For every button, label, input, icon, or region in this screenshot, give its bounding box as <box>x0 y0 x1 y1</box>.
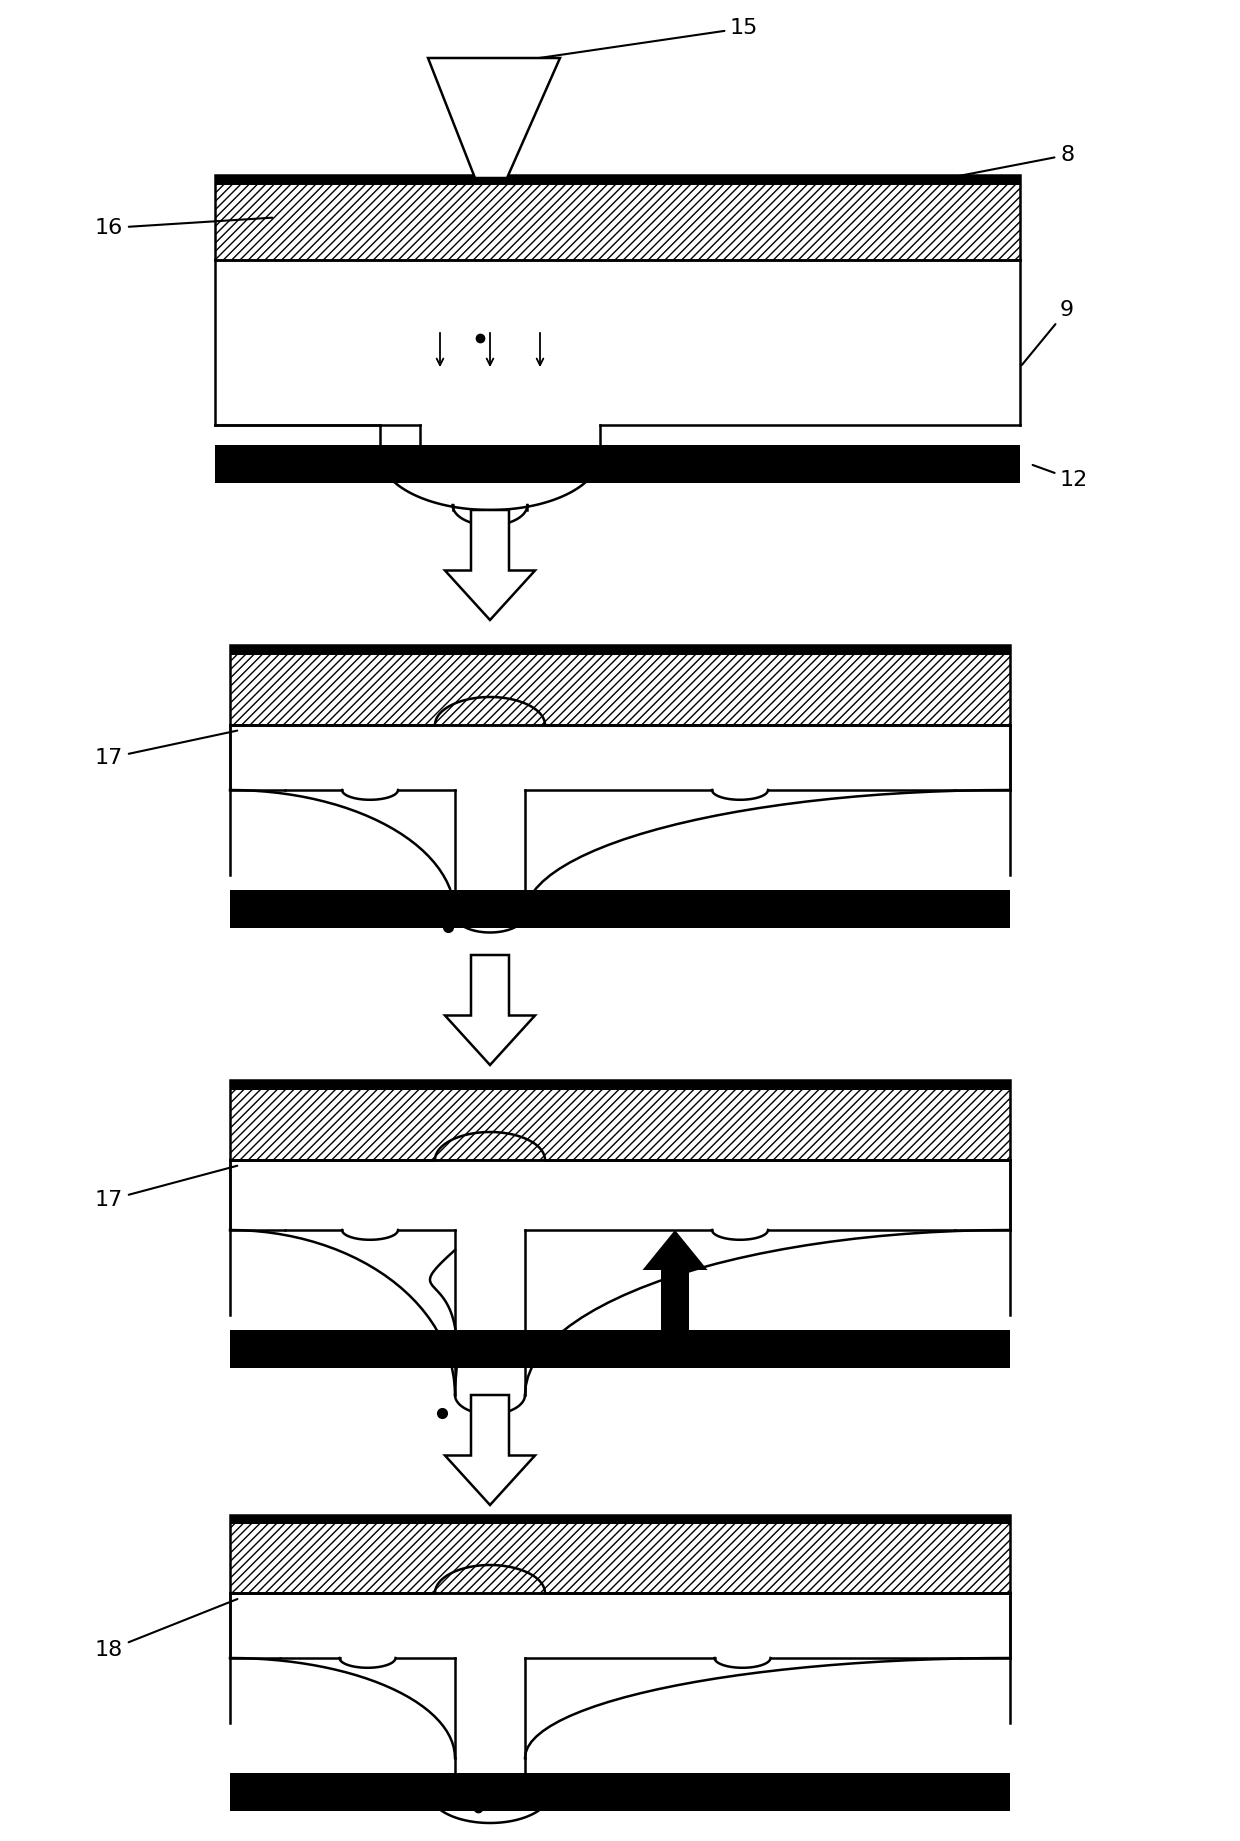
Text: 9: 9 <box>1022 300 1074 365</box>
Polygon shape <box>445 1395 534 1504</box>
Polygon shape <box>445 955 534 1064</box>
Text: 18: 18 <box>95 1600 237 1661</box>
Text: 16: 16 <box>95 217 273 237</box>
Bar <box>229 644 1011 725</box>
Text: 8: 8 <box>923 145 1074 182</box>
Polygon shape <box>428 59 560 179</box>
Bar <box>229 1329 1011 1368</box>
Bar <box>229 1515 1011 1524</box>
Bar <box>215 446 1021 482</box>
Polygon shape <box>445 510 534 620</box>
Bar <box>229 1515 1011 1592</box>
Bar <box>215 175 1021 186</box>
Polygon shape <box>642 1230 708 1329</box>
Bar <box>229 1081 1011 1090</box>
Text: 17: 17 <box>95 731 237 768</box>
Bar <box>229 1773 1011 1812</box>
Bar <box>229 1081 1011 1160</box>
Text: 12: 12 <box>1033 466 1089 490</box>
Bar <box>229 889 1011 928</box>
Text: 15: 15 <box>507 18 759 63</box>
Bar <box>215 175 1021 260</box>
Text: 17: 17 <box>95 1165 237 1210</box>
Bar <box>229 644 1011 655</box>
